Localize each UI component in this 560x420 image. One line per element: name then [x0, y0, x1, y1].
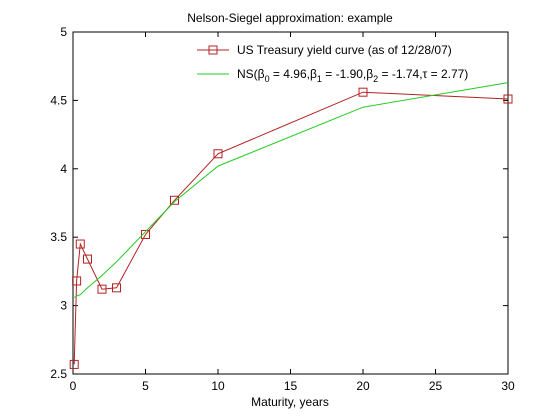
legend-series-1-label: US Treasury yield curve (as of 12/28/07)	[237, 43, 452, 57]
legend-series-1-marker	[208, 45, 218, 55]
legend-series-2-label: NS(β0 = 4.96,β1 = -1.90,β2 = -1.74,τ = 2…	[237, 67, 468, 84]
x-axis-label: Maturity, years	[251, 395, 329, 409]
x-tick-label: 15	[284, 379, 298, 393]
series-1-point	[170, 195, 179, 205]
y-tick-label: 4	[60, 162, 67, 176]
plot-area	[72, 31, 509, 375]
y-tick-label: 5	[60, 25, 67, 39]
series-layer	[69, 82, 513, 369]
series-1-point	[358, 87, 368, 97]
x-tick-label: 20	[356, 379, 370, 393]
x-tick-label: 5	[142, 379, 149, 393]
series-2-line	[73, 82, 509, 298]
x-tick-label: 25	[429, 379, 443, 393]
x-tick-label: 30	[501, 379, 515, 393]
chart-title: Nelson-Siegel approximation: example	[187, 11, 393, 25]
series-1-point	[69, 359, 79, 369]
series-1-point	[72, 276, 82, 286]
series-1-point	[97, 284, 107, 294]
series-1-line	[73, 91, 509, 365]
x-tick-label: 0	[70, 379, 77, 393]
legend: US Treasury yield curve (as of 12/28/07)…	[197, 43, 468, 84]
x-axis-ticks: 0 5 10 15 20 25 30	[70, 32, 515, 393]
series-1-point	[75, 239, 85, 249]
series-1-point	[213, 149, 223, 159]
series-1-point	[503, 94, 513, 104]
y-tick-label: 4.5	[50, 93, 67, 107]
x-tick-label: 10	[211, 379, 225, 393]
y-tick-label: 2.5	[50, 367, 67, 381]
y-tick-label: 3	[60, 299, 67, 313]
series-1-point	[141, 229, 150, 239]
series-1-point	[112, 283, 121, 293]
y-tick-label: 3.5	[50, 230, 67, 244]
y-axis-ticks: 2.5 3 3.5 4 4.5 5	[50, 25, 508, 381]
series-1-point	[83, 254, 92, 264]
